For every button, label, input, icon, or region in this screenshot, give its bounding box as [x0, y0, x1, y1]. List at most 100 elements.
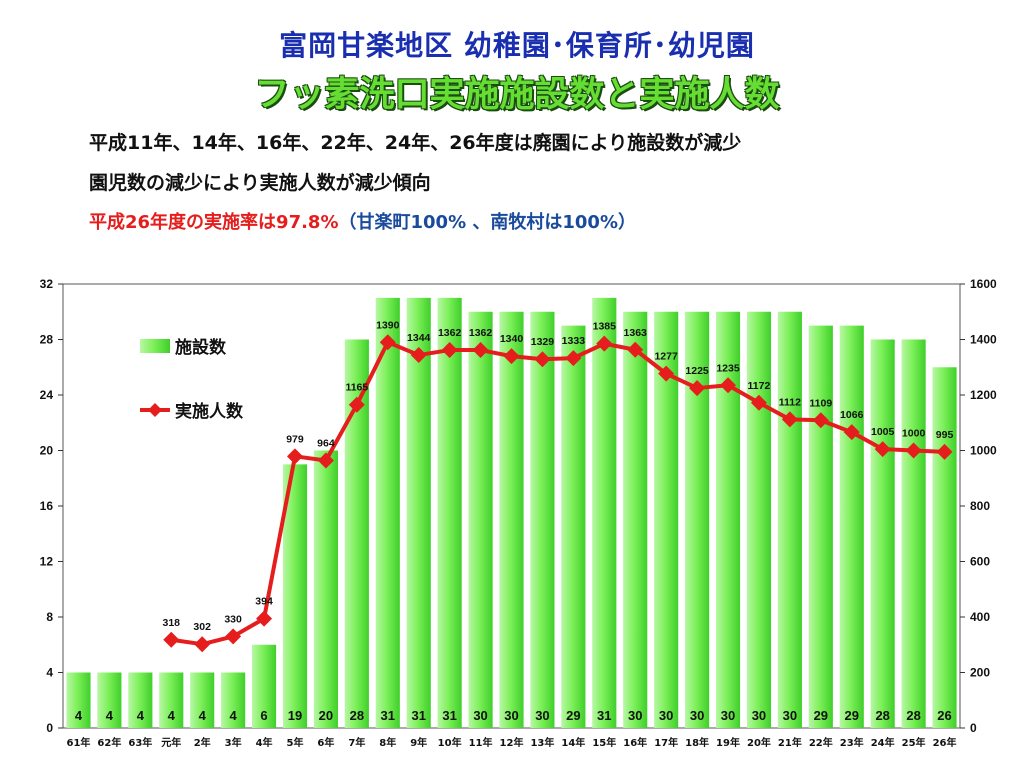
line-value-label: 1225: [685, 365, 709, 377]
line-value-label: 1333: [562, 335, 586, 347]
category-label: 元年: [161, 736, 181, 749]
line-value-label: 1329: [531, 336, 555, 348]
note-line-2: 園児数の減少により実施人数が減少傾向: [89, 172, 431, 194]
line-value-label: 1362: [469, 327, 493, 339]
right-axis-tick-label: 400: [970, 610, 990, 624]
line-point-12年: [503, 348, 520, 365]
line-value-label: 318: [162, 617, 180, 629]
line-value-label: 302: [193, 621, 211, 633]
line-point-8年: [379, 334, 396, 351]
line-value-label: 1363: [624, 327, 648, 339]
bar-2年: [190, 672, 215, 728]
right-axis-tick-label: 1000: [970, 444, 997, 458]
left-axis-tick-label: 28: [40, 333, 54, 347]
category-label: 26年: [933, 736, 957, 749]
category-label: 6年: [317, 736, 334, 749]
bar-value-label: 29: [566, 708, 580, 723]
bar-16年: [623, 311, 648, 728]
line-value-label: 1172: [748, 380, 771, 392]
note-line-3: 平成26年度の実施率は97.8%（甘楽町100% 、南牧村は100%）: [89, 208, 636, 234]
category-label: 12年: [500, 736, 524, 749]
category-label: 24年: [871, 736, 895, 749]
legend-line-label: 実施人数: [175, 401, 244, 422]
bar-20年: [746, 311, 772, 728]
line-value-label: 1340: [500, 333, 524, 345]
line-value-label: 1390: [376, 319, 400, 331]
left-axis-tick-label: 16: [40, 499, 54, 513]
category-label: 20年: [747, 736, 771, 749]
line-value-label: 1005: [871, 426, 895, 438]
right-axis-tick-label: 1200: [970, 388, 997, 402]
line-point-4年: [256, 610, 273, 627]
legend-bar-swatch: [140, 339, 170, 353]
line-point-18年: [689, 380, 706, 397]
bar-value-label: 28: [875, 708, 889, 723]
legend-bar-label: 施設数: [175, 337, 227, 358]
category-label: 14年: [561, 736, 585, 749]
bar-value-label: 26: [937, 708, 951, 723]
line-value-label: 964: [317, 437, 335, 449]
left-axis-tick-label: 12: [40, 555, 54, 569]
line-point-22年: [812, 412, 829, 429]
line-value-label: 1277: [654, 351, 678, 363]
line-point-13年: [534, 351, 551, 368]
bar-3年: [221, 672, 246, 728]
line-point-3年: [225, 628, 242, 645]
category-label: 62年: [97, 736, 121, 749]
bar-10年: [437, 297, 462, 728]
category-label: 13年: [530, 736, 554, 749]
bar-value-label: 30: [752, 708, 766, 723]
category-label: 9年: [410, 736, 427, 749]
bar-value-label: 4: [137, 708, 145, 723]
category-label: 15年: [592, 736, 616, 749]
bar-26年: [932, 367, 957, 728]
bar-value-label: 4: [106, 708, 114, 723]
line-point-11年: [472, 342, 489, 359]
line-point-16年: [627, 341, 644, 358]
bar-12年: [499, 311, 524, 728]
category-label: 19年: [716, 736, 740, 749]
line-point-2年: [194, 636, 211, 653]
left-axis-tick-label: 20: [40, 444, 54, 458]
line-point-5年: [286, 448, 303, 465]
category-label: 3年: [225, 736, 242, 749]
line-point-14年: [565, 350, 582, 367]
bar-value-label: 31: [411, 708, 425, 723]
line-point-26年: [936, 443, 953, 460]
line-point-元年: [163, 631, 180, 648]
category-label: 23年: [840, 736, 864, 749]
combo-chart: 0 4 8 12 16 20 24 28 32 0 200 400 600 800 1000 1200 1400…: [40, 277, 997, 749]
bar-23年: [839, 325, 864, 728]
bar-8年: [375, 297, 400, 728]
category-label: 16年: [623, 736, 647, 749]
right-axis-tick-label: 0: [970, 721, 977, 735]
line-point-6年: [317, 452, 334, 469]
bar-11年: [468, 311, 493, 728]
bar-63年: [128, 672, 153, 728]
bar-13年: [530, 311, 555, 728]
category-label: 4年: [256, 736, 273, 749]
line-value-label: 1165: [345, 382, 368, 394]
bar-value-label: 30: [690, 708, 704, 723]
line-value-label: 1112: [779, 396, 801, 408]
bar-14年: [561, 325, 586, 728]
category-label: 11年: [469, 736, 493, 749]
line-point-17年: [658, 365, 675, 382]
line-point-15年: [596, 335, 613, 352]
line-value-label: 1066: [840, 409, 864, 421]
category-label: 8年: [379, 736, 396, 749]
line-value-label: 1385: [593, 321, 617, 333]
bar-value-label: 30: [504, 708, 518, 723]
line-point-10年: [441, 342, 458, 359]
line-point-23年: [843, 424, 860, 441]
category-label: 25年: [902, 736, 926, 749]
line-point-21年: [781, 411, 798, 428]
line-value-label: 1235: [716, 362, 740, 374]
left-axis-tick-label: 0: [46, 721, 53, 735]
right-axis-tick-label: 1400: [970, 333, 997, 347]
bar-value-label: 31: [597, 708, 611, 723]
bar-value-label: 31: [381, 708, 395, 723]
bar-value-label: 28: [906, 708, 920, 723]
line-value-label: 979: [286, 433, 304, 445]
bar-value-label: 30: [721, 708, 735, 723]
